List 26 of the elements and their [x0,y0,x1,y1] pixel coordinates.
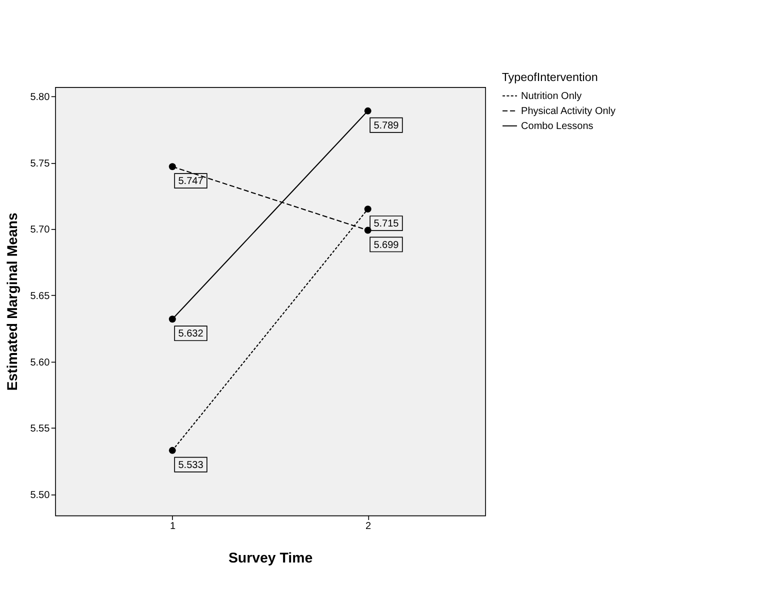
point [168,446,176,454]
x-axis-title: Survey Time [228,550,313,567]
point [364,206,372,213]
data-label: 5.632 [178,328,204,340]
data-label: 5.715 [374,218,400,230]
legend-label: Nutrition Only [521,91,582,102]
legend-label: Physical Activity Only [521,106,616,118]
data-label: 5.789 [374,120,400,132]
point [364,107,372,114]
y-tick-label: 5.75 [30,158,50,170]
data-label: 5.747 [178,176,204,188]
x-tick-label: 1 [170,521,176,532]
legend-label: Combo Lessons [521,121,594,132]
data-label: 5.699 [374,240,400,251]
point [168,163,176,170]
data-label: 5.533 [178,460,204,471]
y-tick-label: 5.55 [30,424,50,435]
y-tick-label: 5.80 [30,92,50,104]
y-axis-title: Estimated Marginal Means [4,212,21,391]
y-tick-label: 5.50 [30,490,50,501]
legend-title: TypeofIntervention [502,71,598,84]
x-tick-label: 2 [365,521,372,532]
y-tick-label: 5.60 [30,357,50,368]
y-tick-label: 5.65 [30,291,50,302]
point [168,316,176,323]
y-tick-label: 5.70 [30,224,50,236]
